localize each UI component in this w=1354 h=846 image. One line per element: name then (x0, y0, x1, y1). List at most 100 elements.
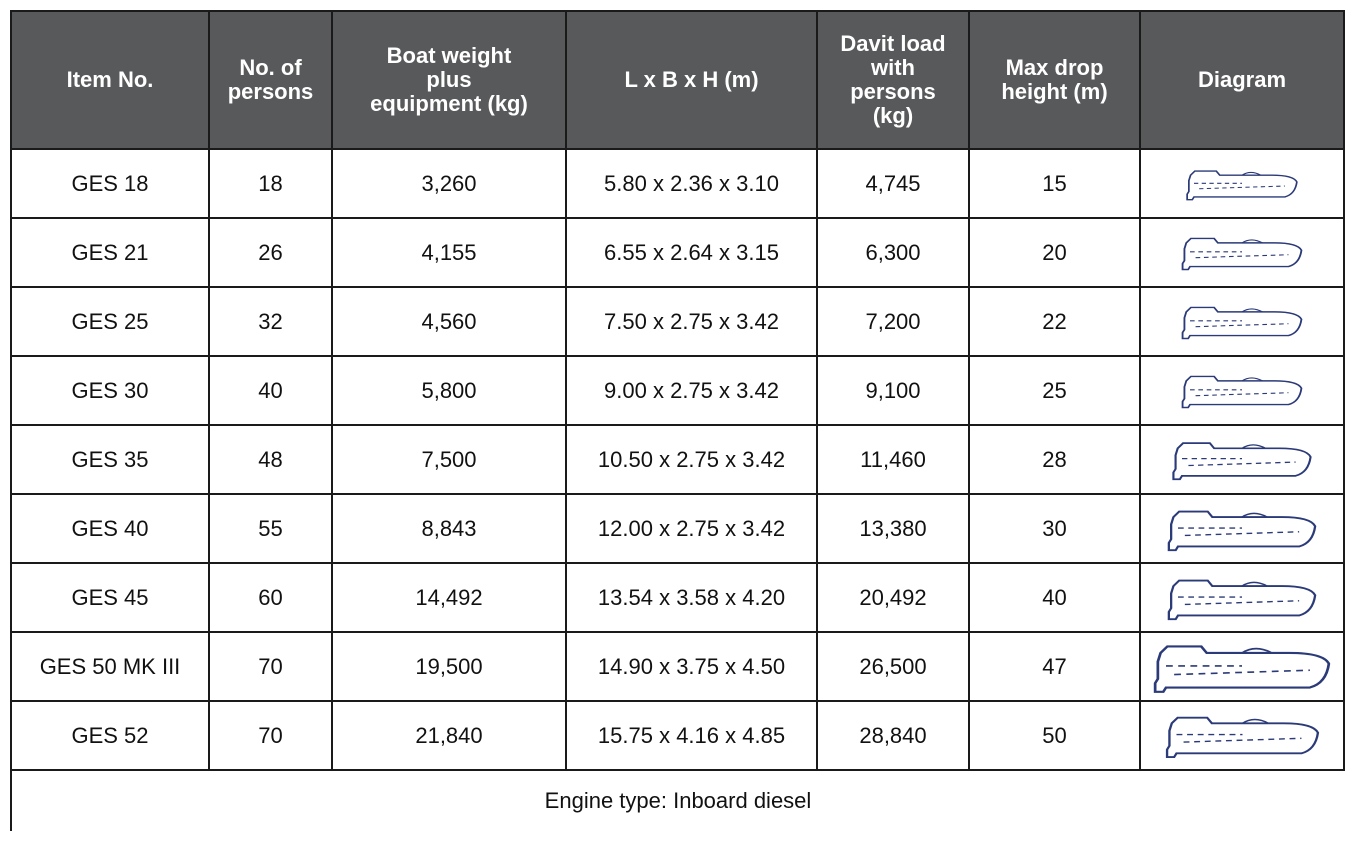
header-text: Boat weight plus equipment (kg) (370, 43, 528, 116)
header-cell: L x B x H (m) (565, 10, 818, 150)
header-cell: Davit load with persons (kg) (816, 10, 970, 150)
table-cell: 18 (208, 148, 333, 219)
table-cell: 4,560 (331, 286, 567, 357)
table-cell: 28 (968, 424, 1141, 495)
table-cell: 4,745 (816, 148, 970, 219)
table-cell: 6.55 x 2.64 x 3.15 (565, 217, 818, 288)
header-cell: Boat weight plus equipment (kg) (331, 10, 567, 150)
table-cell: 70 (208, 700, 333, 771)
header-text: Item No. (66, 67, 154, 92)
table-cell: 14.90 x 3.75 x 4.50 (565, 631, 818, 702)
header-cell: Diagram (1139, 10, 1345, 150)
table-cell: GES 35 (10, 424, 210, 495)
table-cell: 30 (968, 493, 1141, 564)
table-row: GES 25 32 4,560 7.50 x 2.75 x 3.42 7,200 22 (10, 286, 1345, 357)
boat-diagram (1177, 234, 1307, 271)
table-cell: GES 52 (10, 700, 210, 771)
table-row: GES 21 26 4,155 6.55 x 2.64 x 3.15 6,300 20 (10, 217, 1345, 288)
header-text: L x B x H (m) (624, 67, 759, 92)
table-row: GES 30 40 5,800 9.00 x 2.75 x 3.42 9,100 25 (10, 355, 1345, 426)
table-cell: 15.75 x 4.16 x 4.85 (565, 700, 818, 771)
table-cell: 9,100 (816, 355, 970, 426)
table-cell: 4,155 (331, 217, 567, 288)
table-row: GES 50 MK III 70 19,500 14.90 x 3.75 x 4.50… (10, 631, 1345, 702)
table-cell: 28,840 (816, 700, 970, 771)
table-cell: 8,843 (331, 493, 567, 564)
boat-diagram (1167, 438, 1317, 481)
table-row: GES 40 55 8,843 12.00 x 2.75 x 3.42 13,380 30 (10, 493, 1345, 564)
boat-diagram (1147, 640, 1337, 694)
table-cell: GES 25 (10, 286, 210, 357)
diagram-cell (1139, 424, 1345, 495)
table-row: GES 35 48 7,500 10.50 x 2.75 x 3.42 11,460 28 (10, 424, 1345, 495)
table-cell: 7,200 (816, 286, 970, 357)
table-cell: 60 (208, 562, 333, 633)
table-cell: 15 (968, 148, 1141, 219)
boat-diagram (1182, 167, 1302, 201)
table-cell: 40 (208, 355, 333, 426)
table-cell: 11,460 (816, 424, 970, 495)
spec-table: Item No. No. of persons Boat weight plus e… (10, 10, 1345, 831)
table-cell: GES 30 (10, 355, 210, 426)
table-cell: 7,500 (331, 424, 567, 495)
diagram-cell (1139, 562, 1345, 633)
footer-row: Engine type: Inboard diesel (10, 769, 1344, 831)
table-cell: 5,800 (331, 355, 567, 426)
table-cell: GES 18 (10, 148, 210, 219)
table-row: GES 18 18 3,260 5.80 x 2.36 x 3.10 4,745 15 (10, 148, 1345, 219)
table-cell: 3,260 (331, 148, 567, 219)
table-cell: 47 (968, 631, 1141, 702)
diagram-cell (1139, 286, 1345, 357)
table-cell: 22 (968, 286, 1141, 357)
table-cell: 10.50 x 2.75 x 3.42 (565, 424, 818, 495)
table-cell: 26,500 (816, 631, 970, 702)
table-cell: 19,500 (331, 631, 567, 702)
table-cell: 70 (208, 631, 333, 702)
table-cell: 32 (208, 286, 333, 357)
boat-diagram (1162, 575, 1322, 621)
table-row: GES 45 60 14,492 13.54 x 3.58 x 4.20 20,492 4… (10, 562, 1345, 633)
table-cell: GES 21 (10, 217, 210, 288)
boat-diagram (1177, 372, 1307, 409)
header-text: Diagram (1197, 67, 1287, 92)
boat-diagram (1160, 712, 1325, 759)
diagram-cell (1139, 148, 1345, 219)
table-cell: GES 40 (10, 493, 210, 564)
header-row: Item No. No. of persons Boat weight plus e… (10, 10, 1345, 150)
table-cell: 20 (968, 217, 1141, 288)
table-cell: 14,492 (331, 562, 567, 633)
table-cell: 20,492 (816, 562, 970, 633)
diagram-cell (1139, 355, 1345, 426)
table-cell: GES 45 (10, 562, 210, 633)
table-wrap: Item No. No. of persons Boat weight plus e… (10, 10, 1345, 831)
diagram-cell (1139, 217, 1345, 288)
table-cell: 26 (208, 217, 333, 288)
boat-diagram (1177, 303, 1307, 340)
table-cell: 50 (968, 700, 1141, 771)
diagram-cell (1139, 493, 1345, 564)
table-cell: 13.54 x 3.58 x 4.20 (565, 562, 818, 633)
diagram-cell (1139, 631, 1345, 702)
table-cell: 13,380 (816, 493, 970, 564)
header-cell: Item No. (10, 10, 210, 150)
table-cell: 7.50 x 2.75 x 3.42 (565, 286, 818, 357)
footer-cell: Engine type: Inboard diesel (10, 769, 1344, 831)
table-cell: 48 (208, 424, 333, 495)
table-cell: 9.00 x 2.75 x 3.42 (565, 355, 818, 426)
header-cell: Max drop height (m) (968, 10, 1141, 150)
table-cell: GES 50 MK III (10, 631, 210, 702)
header-text: No. of persons (227, 55, 314, 104)
header-text: Davit load with persons (kg) (840, 31, 946, 128)
table-cell: 55 (208, 493, 333, 564)
header-text: Max drop height (m) (1001, 55, 1108, 104)
table-cell: 5.80 x 2.36 x 3.10 (565, 148, 818, 219)
table-cell: 21,840 (331, 700, 567, 771)
table-cell: 12.00 x 2.75 x 3.42 (565, 493, 818, 564)
table-body: GES 18 18 3,260 5.80 x 2.36 x 3.10 4,745 15 GE… (10, 148, 1345, 831)
header-cell: No. of persons (208, 10, 333, 150)
diagram-cell (1139, 700, 1345, 771)
boat-diagram (1162, 506, 1322, 552)
table-cell: 40 (968, 562, 1141, 633)
table-cell: 25 (968, 355, 1141, 426)
